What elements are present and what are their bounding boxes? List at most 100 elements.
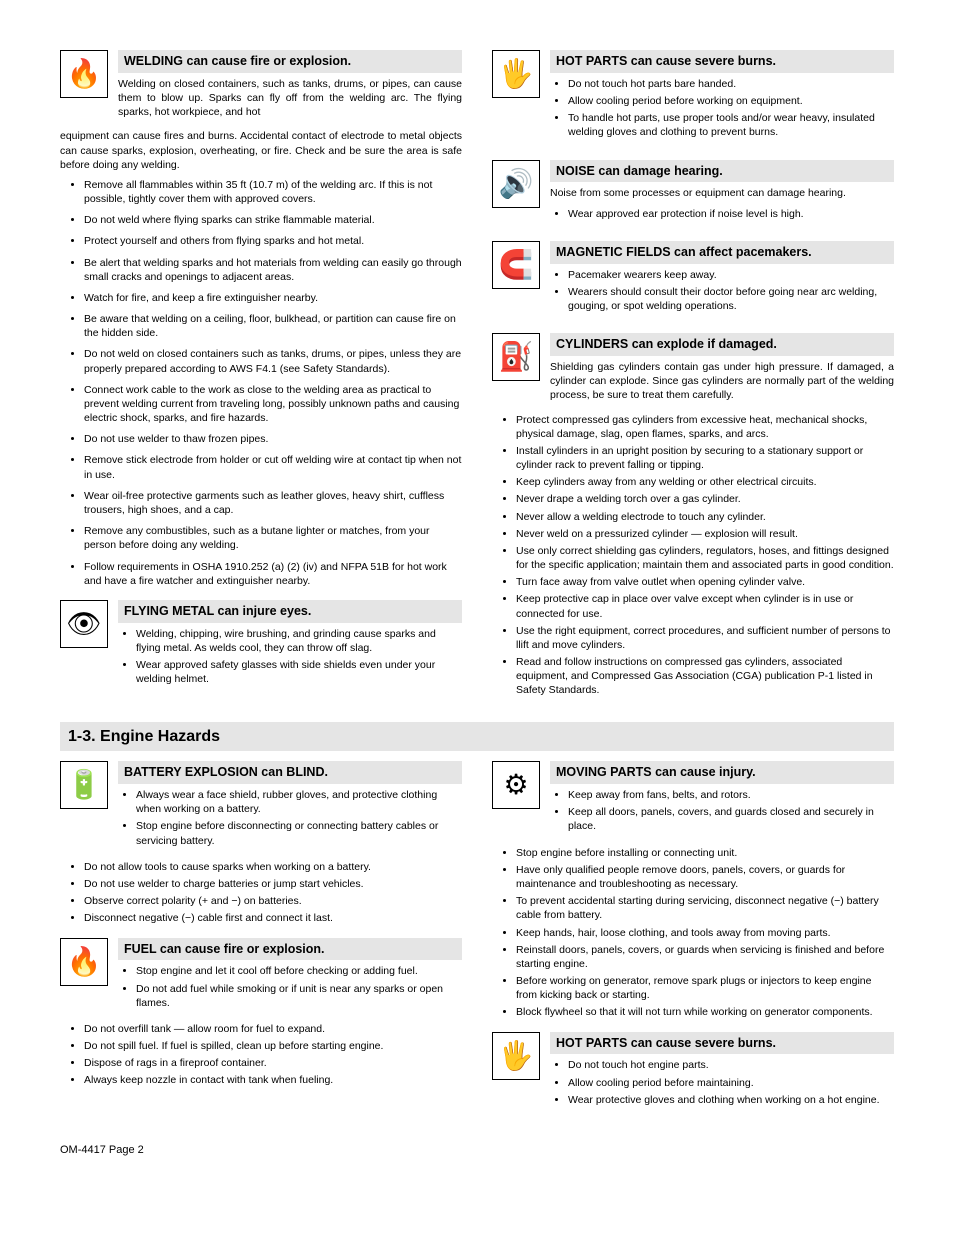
list-item: Use the right equipment, correct procedu…: [516, 624, 894, 652]
flying-block: 👁 FLYING METAL can injure eyes. Welding,…: [60, 600, 462, 695]
welding-list: Remove all flammables within 35 ft (10.7…: [60, 178, 462, 588]
list-item: Allow cooling period before working on e…: [568, 94, 894, 108]
list-item: Never weld on a pressurized cylinder — e…: [516, 527, 894, 541]
list-item: Do not overfill tank — allow room for fu…: [84, 1022, 462, 1036]
battery-block: 🔋 BATTERY EXPLOSION can BLIND. Always we…: [60, 761, 462, 925]
moving-list: Stop engine before installing or connect…: [492, 846, 894, 1020]
list-item: Do not touch hot parts bare handed.: [568, 77, 894, 91]
list-item: Read and follow instructions on compress…: [516, 655, 894, 698]
list-item: Do not allow tools to cause sparks when …: [84, 860, 462, 874]
list-item: Do not use welder to thaw frozen pipes.: [84, 432, 462, 446]
list-item: Do not weld where flying sparks can stri…: [84, 213, 462, 227]
list-item: Connect work cable to the work as close …: [84, 383, 462, 426]
list-item: To prevent accidental starting during se…: [516, 894, 894, 922]
list-item: Do not add fuel while smoking or if unit…: [136, 982, 462, 1010]
list-item: Wear approved ear protection if noise le…: [568, 207, 894, 221]
list-item: Always wear a face shield, rubber gloves…: [136, 788, 462, 816]
fuel-icon: 🔥: [60, 938, 108, 986]
eye-icon: 👁: [60, 600, 108, 648]
battery-icon: 🔋: [60, 761, 108, 809]
list-item: Stop engine before disconnecting or conn…: [136, 819, 462, 847]
noise-list: Wear approved ear protection if noise le…: [550, 207, 894, 221]
noise-block: 🔊 NOISE can damage hearing. Noise from s…: [492, 160, 894, 229]
list-item: Do not touch hot engine parts.: [568, 1058, 894, 1072]
hot2-list: Do not touch hot engine parts. Allow coo…: [550, 1058, 894, 1107]
list-item: Watch for fire, and keep a fire extingui…: [84, 291, 462, 305]
noise-title: NOISE can damage hearing.: [550, 160, 894, 183]
flying-title: FLYING METAL can injure eyes.: [118, 600, 462, 623]
hand-icon: 🖐: [492, 1032, 540, 1080]
magnetic-list: Pacemaker wearers keep away. Wearers sho…: [550, 268, 894, 314]
cylinder-icon: ⛽: [492, 333, 540, 381]
list-item: Follow requirements in OSHA 1910.252 (a)…: [84, 560, 462, 588]
list-item: Protect yourself and others from flying …: [84, 234, 462, 248]
flying-list: Welding, chipping, wire brushing, and gr…: [118, 627, 462, 687]
fuel-title: FUEL can cause fire or explosion.: [118, 938, 462, 961]
fuel-block: 🔥 FUEL can cause fire or explosion. Stop…: [60, 938, 462, 1088]
hot1-block: 🖐 HOT PARTS can cause severe burns. Do n…: [492, 50, 894, 148]
fuel-list: Do not overfill tank — allow room for fu…: [60, 1022, 462, 1088]
noise-intro: Noise from some processes or equipment c…: [550, 186, 894, 200]
list-item: Keep away from fans, belts, and rotors.: [568, 788, 894, 802]
moving-block: ⚙ MOVING PARTS can cause injury. Keep aw…: [492, 761, 894, 1019]
list-item: Before working on generator, remove spar…: [516, 974, 894, 1002]
welding-block: 🔥 WELDING can cause fire or explosion. W…: [60, 50, 462, 588]
list-item: Keep cylinders away from any welding or …: [516, 475, 894, 489]
battery-inner-list: Always wear a face shield, rubber gloves…: [118, 788, 462, 848]
list-item: Pacemaker wearers keep away.: [568, 268, 894, 282]
list-item: Turn face away from valve outlet when op…: [516, 575, 894, 589]
list-item: Remove any combustibles, such as a butan…: [84, 524, 462, 552]
hand-icon: 🖐: [492, 50, 540, 98]
list-item: Stop engine before installing or connect…: [516, 846, 894, 860]
list-item: Be alert that welding sparks and hot mat…: [84, 256, 462, 284]
list-item: Keep all doors, panels, covers, and guar…: [568, 805, 894, 833]
hot2-title: HOT PARTS can cause severe burns.: [550, 1032, 894, 1055]
magnetic-block: 🧲 MAGNETIC FIELDS can affect pacemakers.…: [492, 241, 894, 321]
list-item: Reinstall doors, panels, covers, or guar…: [516, 943, 894, 971]
magnet-icon: 🧲: [492, 241, 540, 289]
list-item: Stop engine and let it cool off before c…: [136, 964, 462, 978]
list-item: Wearers should consult their doctor befo…: [568, 285, 894, 313]
list-item: Use only correct shielding gas cylinders…: [516, 544, 894, 572]
gear-icon: ⚙: [492, 761, 540, 809]
cylinders-block: ⛽ CYLINDERS can explode if damaged. Shie…: [492, 333, 894, 697]
list-item: Wear protective gloves and clothing when…: [568, 1093, 894, 1107]
list-item: Remove stick electrode from holder or cu…: [84, 453, 462, 481]
page-footer: OM-4417 Page 2: [60, 1143, 894, 1158]
list-item: Do not use welder to charge batteries or…: [84, 877, 462, 891]
list-item: Do not spill fuel. If fuel is spilled, c…: [84, 1039, 462, 1053]
magnetic-title: MAGNETIC FIELDS can affect pacemakers.: [550, 241, 894, 264]
cylinders-list: Protect compressed gas cylinders from ex…: [492, 413, 894, 698]
list-item: Disconnect negative (−) cable first and …: [84, 911, 462, 925]
list-item: Never allow a welding electrode to touch…: [516, 510, 894, 524]
list-item: Welding, chipping, wire brushing, and gr…: [136, 627, 462, 655]
list-item: Block flywheel so that it will not turn …: [516, 1005, 894, 1019]
hot2-block: 🖐 HOT PARTS can cause severe burns. Do n…: [492, 1032, 894, 1115]
list-item: Protect compressed gas cylinders from ex…: [516, 413, 894, 441]
list-item: Keep hands, hair, loose clothing, and to…: [516, 926, 894, 940]
list-item: Never drape a welding torch over a gas c…: [516, 492, 894, 506]
fire-icon: 🔥: [60, 50, 108, 98]
welding-intro-outer: equipment can cause fires and burns. Acc…: [60, 129, 462, 172]
list-item: Observe correct polarity (+ and −) on ba…: [84, 894, 462, 908]
list-item: To handle hot parts, use proper tools an…: [568, 111, 894, 139]
hot1-title: HOT PARTS can cause severe burns.: [550, 50, 894, 73]
list-item: Allow cooling period before maintaining.: [568, 1076, 894, 1090]
hot1-list: Do not touch hot parts bare handed. Allo…: [550, 77, 894, 140]
list-item: Install cylinders in an upright position…: [516, 444, 894, 472]
moving-inner-list: Keep away from fans, belts, and rotors. …: [550, 788, 894, 834]
fuel-inner-list: Stop engine and let it cool off before c…: [118, 964, 462, 1010]
battery-list: Do not allow tools to cause sparks when …: [60, 860, 462, 926]
list-item: Do not weld on closed containers such as…: [84, 347, 462, 375]
list-item: Wear oil-free protective garments such a…: [84, 489, 462, 517]
ear-icon: 🔊: [492, 160, 540, 208]
welding-intro-inner: Welding on closed containers, such as ta…: [118, 77, 462, 120]
list-item: Dispose of rags in a fireproof container…: [84, 1056, 462, 1070]
moving-title: MOVING PARTS can cause injury.: [550, 761, 894, 784]
welding-title: WELDING can cause fire or explosion.: [118, 50, 462, 73]
list-item: Remove all flammables within 35 ft (10.7…: [84, 178, 462, 206]
cylinders-title: CYLINDERS can explode if damaged.: [550, 333, 894, 356]
cylinders-intro: Shielding gas cylinders contain gas unde…: [550, 360, 894, 403]
list-item: Have only qualified people remove doors,…: [516, 863, 894, 891]
battery-title: BATTERY EXPLOSION can BLIND.: [118, 761, 462, 784]
